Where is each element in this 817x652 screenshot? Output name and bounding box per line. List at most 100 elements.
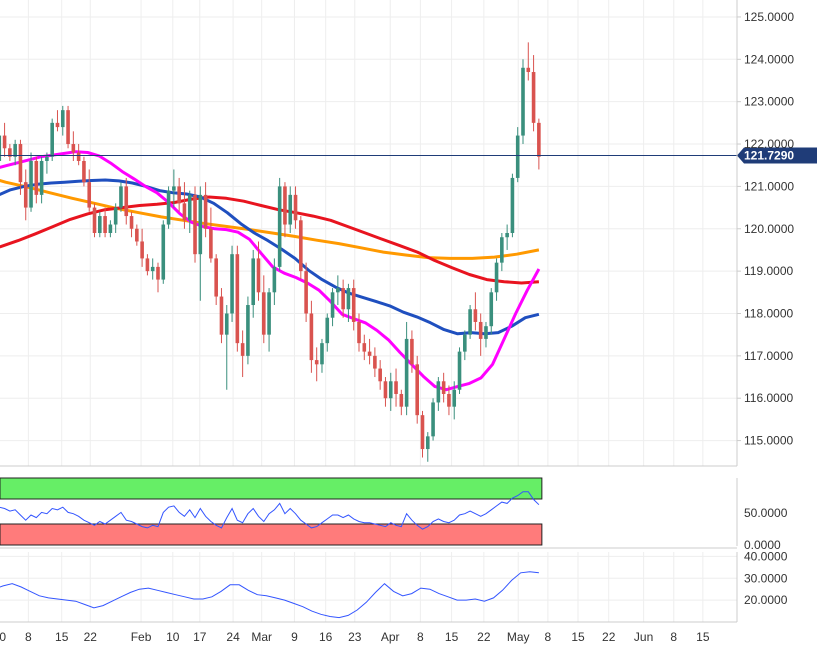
candle-down <box>135 228 139 242</box>
candle-down <box>76 152 81 161</box>
rsi-tick-label: 50.0000 <box>744 506 788 520</box>
date-label: 15 <box>445 630 459 644</box>
date-label: 16 <box>319 630 333 644</box>
candle-up <box>0 135 2 161</box>
candle-up <box>119 186 123 208</box>
candle-down <box>394 381 398 394</box>
candle-down <box>219 296 224 335</box>
date-label: '20 <box>0 630 6 644</box>
indicator-bands <box>0 477 543 546</box>
candle-down <box>473 309 478 322</box>
rsi-tick-label: 0.0000 <box>744 538 781 552</box>
candle-down <box>478 321 483 339</box>
date-label: Jun <box>634 630 653 644</box>
candle-up <box>425 436 430 450</box>
candle-down <box>415 364 419 416</box>
date-label: 22 <box>602 630 616 644</box>
candle-up <box>494 262 499 293</box>
sma20-line <box>0 150 541 392</box>
price-tick-label: 124.0000 <box>744 52 794 66</box>
candlesticks <box>0 42 541 462</box>
candle-up <box>388 381 393 399</box>
candle-down <box>410 338 414 365</box>
date-label: 23 <box>348 630 362 644</box>
candle-down <box>55 122 60 128</box>
moving-averages <box>0 150 541 392</box>
candle-up <box>29 160 33 208</box>
candle-up <box>505 233 509 238</box>
price-tick-label: 119.0000 <box>744 264 793 278</box>
candle-down <box>2 135 7 149</box>
candle-down <box>357 321 361 344</box>
date-label: 15 <box>571 630 585 644</box>
candle-down <box>34 160 39 195</box>
candle-up <box>500 237 504 263</box>
candle-down <box>283 186 287 225</box>
candle-up <box>431 402 435 437</box>
date-label: 9 <box>291 630 298 644</box>
date-label: 17 <box>193 630 207 644</box>
candle-up <box>198 194 203 255</box>
candle-up <box>330 292 335 318</box>
candle-down <box>261 292 266 335</box>
price-tick-label: 122.0000 <box>744 137 794 151</box>
candle-down <box>378 368 382 382</box>
date-label: Mar <box>251 630 272 644</box>
candle-up <box>272 266 277 293</box>
price-tick-label: 120.0000 <box>744 222 794 236</box>
date-label: Feb <box>131 630 152 644</box>
candle-down <box>177 186 181 204</box>
adx-tick-label: 40.0000 <box>744 549 788 563</box>
candle-down <box>420 415 425 450</box>
price-tick-label: 121.0000 <box>744 179 794 193</box>
candle-down <box>193 194 197 255</box>
candle-down <box>293 194 298 221</box>
adx-tick-label: 30.0000 <box>744 571 788 585</box>
candle-up <box>277 186 282 267</box>
adx-line <box>0 571 539 619</box>
candle-down <box>447 393 451 407</box>
price-tick-label: 123.0000 <box>744 95 794 109</box>
candle-up <box>50 122 54 157</box>
candle-up <box>468 309 472 335</box>
date-label: 24 <box>226 630 240 644</box>
candle-down <box>156 266 160 280</box>
date-label: May <box>507 630 530 644</box>
candle-up <box>230 254 234 314</box>
last-price-tag <box>737 147 817 164</box>
candle-up <box>325 317 330 344</box>
candle-up <box>246 305 250 356</box>
candle-up <box>98 216 102 233</box>
candle-down <box>92 207 97 233</box>
candle-down <box>362 343 367 352</box>
last-price-label: 121.7290 <box>744 149 794 163</box>
candle-up <box>113 207 118 225</box>
candle-down <box>18 144 23 183</box>
candle-up <box>346 288 351 310</box>
candle-down <box>235 254 240 344</box>
price-tick-label: 117.0000 <box>744 349 793 363</box>
price-tick-label: 116.0000 <box>744 391 793 405</box>
date-label: 10 <box>166 630 180 644</box>
date-label: 8 <box>670 630 677 644</box>
candle-down <box>531 72 536 123</box>
candle-down <box>526 67 531 73</box>
candle-down <box>383 381 388 399</box>
candle-up <box>166 190 171 225</box>
candle-down <box>129 216 134 229</box>
candle-down <box>351 288 356 322</box>
price-tick-label: 115.0000 <box>744 434 793 448</box>
candle-up <box>108 224 113 233</box>
date-label: 22 <box>84 630 98 644</box>
candle-down <box>314 360 319 365</box>
candle-down <box>124 186 129 217</box>
candle-up <box>45 156 49 161</box>
candle-down <box>214 258 218 297</box>
indicator-lines <box>0 491 540 619</box>
candle-down <box>256 258 261 293</box>
candle-down <box>209 228 213 259</box>
candle-up <box>484 326 488 339</box>
candle-down <box>367 351 372 356</box>
candle-down <box>441 381 446 394</box>
candle-up <box>288 194 293 225</box>
